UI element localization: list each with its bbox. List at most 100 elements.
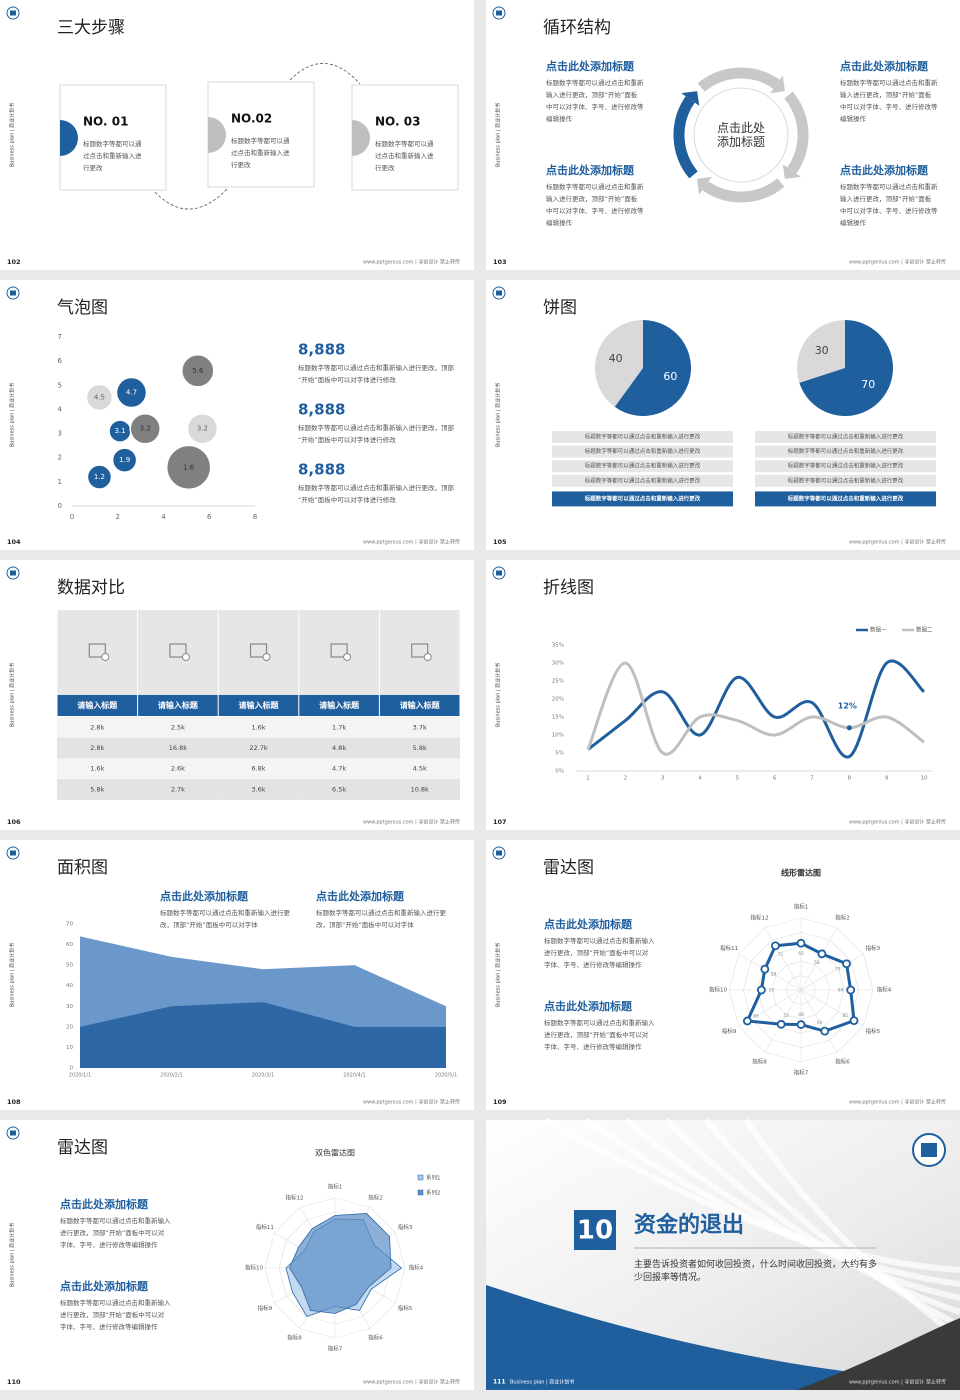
text-line: 标题数字等都可以通 (231, 136, 290, 145)
cycle-arrowhead (782, 164, 801, 179)
text-line: 中可以对字体、字号、进行修改等 (546, 206, 644, 215)
header-text: 请输入标题 (158, 700, 199, 710)
pie-slice (595, 320, 643, 407)
slide-title: 面积图 (57, 858, 108, 878)
y-tick-label: 4 (58, 405, 63, 413)
text-line: “开始”面板中可以对字体进行修改 (298, 375, 396, 384)
text-line: 过点击和重新输入进 (231, 148, 290, 157)
side-label: Business plan | 商业计划书 (9, 1223, 16, 1287)
text-line: 编辑操作 (546, 114, 573, 123)
note-row (552, 431, 733, 443)
table-cell (298, 758, 380, 780)
x-tick-label: 2020/4/1 (343, 1073, 365, 1079)
page-number: 109 (493, 1098, 507, 1106)
footer: www.pptgenius.com | 寻创设计 禁止转传 (363, 1379, 460, 1386)
page-number: 104 (7, 538, 21, 546)
note-row (755, 445, 936, 458)
x-tick-label: 6 (207, 513, 212, 521)
logo-mark (496, 290, 502, 296)
legend-swatch (417, 1174, 424, 1181)
bubble-label: 1.2 (94, 473, 105, 481)
image-icon (411, 643, 429, 658)
axis-label: 指标8 (287, 1334, 302, 1342)
slide: 循环结构 Business plan | 商业计划书 103 www.pptgeniu… (486, 0, 960, 270)
cell-text: 5.8k (90, 785, 104, 793)
text-line: 进行更改，顶部“开始”面板中可以对 (60, 1310, 165, 1319)
slide-background (486, 280, 960, 550)
radar-marker (796, 1020, 806, 1029)
blue-wave (486, 1285, 960, 1390)
text-line: 中可以对字体、字号、进行修改等 (840, 102, 938, 111)
note-row (755, 491, 936, 507)
page-number: 110 (7, 1378, 21, 1386)
slide: 10 资金的退出主要告诉投资者如何收回投资，什么时间收回投资，大约有多少回报率等情… (486, 1117, 960, 1390)
y-tick-label: 5 (58, 381, 62, 389)
radar-marker (776, 1019, 786, 1029)
text-line: 标题数字等都可以通过点击和重新 (840, 78, 938, 87)
text-line: 标题数字等都可以通过点击和重新输入进行更改，顶部 (298, 483, 455, 492)
axis-label: 指标3 (398, 1223, 413, 1231)
block-text: 标题数字等都可以通过点击和重新输入进行更改，顶部“开始”面板中可以对字体 (160, 908, 291, 929)
image-icon-plus (343, 653, 352, 661)
table-cell (379, 758, 460, 780)
axis-label: 指标3 (866, 944, 881, 952)
x-tick-label: 8 (848, 776, 852, 782)
radar-marker (796, 938, 806, 948)
block-heading: 点击此处添加标题 (544, 999, 633, 1013)
stat-value: 8,888 (298, 401, 345, 419)
x-tick-label: 2020/5/1 (435, 1073, 457, 1079)
number-box (574, 1210, 616, 1250)
block-heading: 点击此处添加标题 (544, 917, 633, 931)
image-icon-plus (262, 653, 271, 661)
table-cell (218, 758, 299, 780)
header-text: 请输入标题 (77, 700, 118, 710)
side-label: Business plan | 商业计划书 (495, 383, 502, 447)
cell-text: 1.6k (251, 723, 265, 731)
slide-title: 雷达图 (57, 1138, 108, 1158)
slide: 面积图 Business plan | 商业计划书 108 www.pptgenius… (0, 840, 474, 1110)
block-heading: 点击此处添加标题 (60, 1197, 149, 1211)
y-tick-label: 0% (555, 769, 564, 775)
bubble (181, 354, 215, 388)
image-placeholder (299, 610, 379, 695)
x-tick-label: 10 (921, 776, 928, 782)
block-text: 标题数字等都可以通过点击和重新输入进行更改，顶部“开始”面板中可以对字体、字号、… (546, 78, 644, 123)
radar-spoke (764, 927, 802, 991)
step-badge (208, 117, 226, 153)
note-row (552, 445, 733, 458)
text-line: 进行更改，顶部“开始”面板中可以对 (60, 1228, 165, 1237)
cycle-arc (697, 67, 780, 92)
text-line: 过点击和重新输入进 (83, 151, 142, 160)
cell-text: 4.8k (332, 744, 346, 752)
step-label: NO. 03 (375, 115, 420, 129)
side-label: Business plan | 商业计划书 (9, 103, 16, 167)
table-cell (218, 737, 299, 759)
cycle-arrowhead (681, 91, 700, 106)
text-line: 进行更改，顶部“开始”面板中可以对 (544, 948, 649, 957)
radar-marker (820, 1026, 830, 1036)
footer: www.pptgenius.com | 寻创设计 禁止转传 (363, 819, 460, 826)
block-text: 标题数字等都可以通过点击和重新输入进行更改，顶部“开始”面板中可以对字体、字号、… (840, 182, 938, 227)
step-badge (60, 120, 78, 156)
bubble (85, 383, 114, 412)
slide-background (0, 280, 474, 550)
cell-text: 22.7k (249, 744, 267, 752)
stat-value: 8,888 (298, 341, 345, 359)
data-label: 55 (769, 988, 775, 994)
y-tick-label: 15% (552, 715, 564, 721)
bubble (165, 444, 212, 491)
page-number: 103 (493, 258, 507, 266)
note-row (552, 474, 733, 487)
header-cell (299, 695, 379, 716)
slide-title: 饼图 (543, 298, 577, 318)
line-series (587, 659, 926, 759)
side-label: Business plan | 商业计划书 (495, 663, 502, 727)
slide-title: 循环结构 (543, 18, 611, 38)
footer: www.pptgenius.com | 寻创设计 禁止转传 (363, 259, 460, 266)
note-text: 标题数字等都可以通过点击和重新输入进行更改 (584, 494, 701, 502)
x-tick-label: 4 (161, 513, 166, 521)
slide-background (486, 840, 960, 1110)
header-cell (57, 695, 138, 716)
text-line: 字体、字号、进行修改等编辑操作 (544, 1042, 642, 1051)
